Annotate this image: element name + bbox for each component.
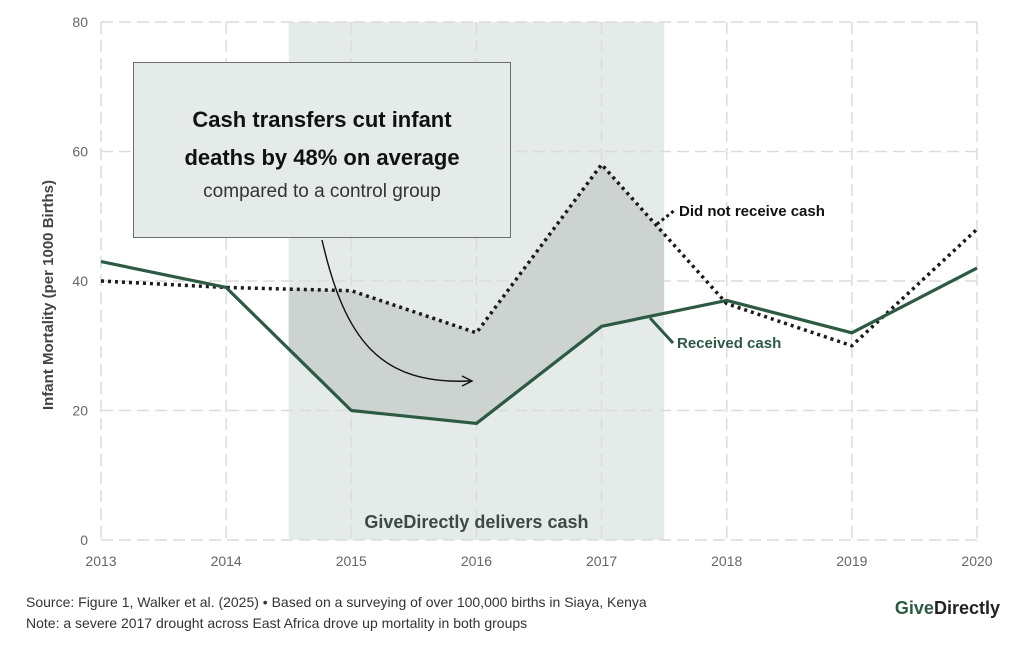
callout-subtext: compared to a control group [203, 181, 441, 202]
series-label-received-cash: Received cash [677, 335, 781, 352]
axis-ticks: 2013 2014 2015 2016 2017 2018 2019 2020 0 20 40 60 8… [72, 14, 992, 569]
y-tick-label: 20 [72, 403, 88, 419]
gap-area [288, 164, 665, 424]
series-lines [100, 162, 979, 426]
y-tick-label: 40 [72, 273, 88, 289]
footer: Source: Figure 1, Walker et al. (2025) •… [26, 592, 647, 634]
x-tick-label: 2018 [711, 553, 742, 569]
logo-give: Give [894, 598, 934, 618]
x-tick-label: 2016 [461, 553, 492, 569]
y-axis-label: Infant Mortality (per 1000 Births) [40, 180, 57, 410]
series-line-received-cash [100, 260, 978, 426]
callout-arrowhead [461, 375, 474, 387]
band-label: GiveDirectly delivers cash [364, 512, 588, 532]
series-line-no-cash [100, 162, 979, 348]
logo-directly: Directly [933, 598, 1000, 618]
givedirectly-logo: GiveDirectly [895, 598, 1000, 619]
x-tick-label: 2015 [336, 553, 367, 569]
y-tick-label: 60 [72, 144, 88, 160]
gap-fill [288, 164, 665, 424]
label-leader-received-cash [648, 316, 675, 345]
y-tick-label: 80 [72, 14, 88, 30]
x-tick-label: 2013 [85, 553, 116, 569]
callout-arrow [321, 239, 471, 382]
source-note: Source: Figure 1, Walker et al. (2025) •… [26, 594, 647, 610]
series-labels: Did not receive cash Received cash [648, 203, 825, 352]
label-leader-no-cash [656, 208, 676, 226]
callout-headline-2: deaths by 48% on average [184, 145, 460, 170]
callout-headline-1: Cash transfers cut infant [192, 107, 452, 132]
drought-note: Note: a severe 2017 drought across East … [26, 615, 528, 631]
y-tick-label: 0 [80, 532, 88, 548]
x-tick-label: 2017 [586, 553, 617, 569]
series-label-no-cash: Did not receive cash [679, 203, 825, 220]
x-tick-label: 2020 [961, 553, 992, 569]
x-tick-label: 2019 [836, 553, 867, 569]
x-tick-label: 2014 [211, 553, 242, 569]
callout-box: Cash transfers cut infant deaths by 48% … [133, 62, 511, 238]
